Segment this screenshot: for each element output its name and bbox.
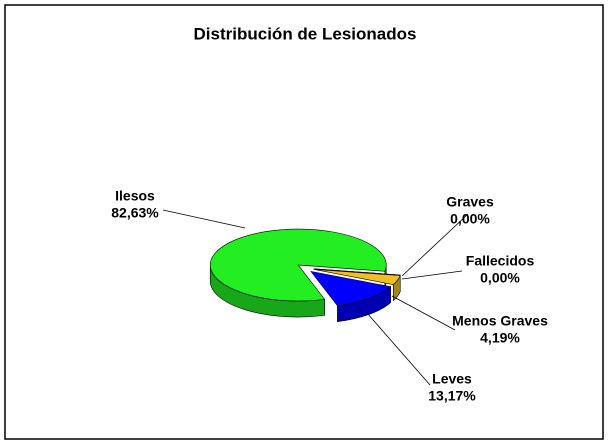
value-label: 13,17% [428, 388, 476, 404]
slice-label: Graves [446, 194, 494, 210]
pie-slice [310, 270, 392, 323]
slice-top [310, 270, 392, 307]
pie-slice [209, 228, 387, 318]
value-label: 0,00% [480, 270, 520, 286]
slice-label: Menos Graves [452, 313, 548, 329]
leader-line [162, 209, 246, 229]
slice-label: Leves [432, 371, 472, 387]
pie-slice [313, 268, 401, 276]
slice-top [313, 269, 401, 285]
slice-label: Ilesos [115, 188, 155, 204]
labels: Ilesos82,63%Graves0,00%Fallecidos0,00%Me… [111, 188, 548, 404]
pie [209, 228, 401, 323]
leader-line [391, 295, 456, 331]
chart-frame [4, 4, 604, 440]
value-label: 4,19% [480, 330, 520, 346]
pie-slice [313, 269, 401, 302]
slice-label: Fallecidos [466, 253, 535, 269]
value-label: 82,63% [111, 205, 159, 221]
chart-title: Distribución de Lesionados [194, 24, 417, 43]
leader-line [401, 213, 469, 277]
slice-top [209, 228, 387, 302]
value-label: 0,00% [450, 211, 490, 227]
leader-line [401, 270, 463, 280]
slice-top [313, 268, 401, 276]
leader-line [366, 312, 431, 386]
